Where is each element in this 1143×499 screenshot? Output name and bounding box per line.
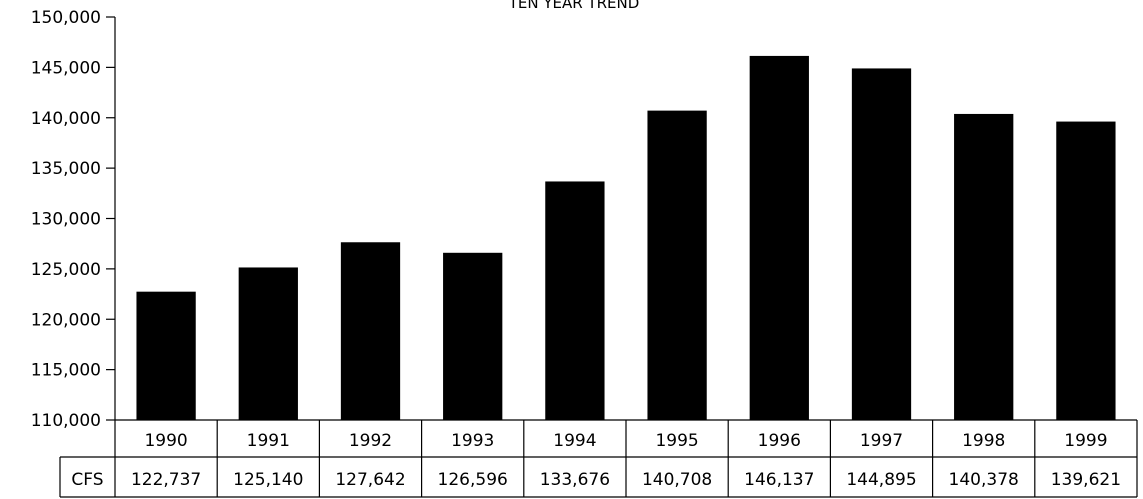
x-tick-label: 1992 — [349, 431, 392, 451]
bar-1999 — [1056, 121, 1116, 421]
x-tick-label: 1995 — [655, 431, 698, 451]
x-tick-label: 1993 — [451, 431, 494, 451]
y-tick-label: 125,000 — [31, 260, 101, 280]
x-tick-label: 1990 — [144, 431, 187, 451]
data-value-cell: 140,708 — [642, 470, 712, 490]
bar-1991 — [238, 267, 298, 420]
y-tick-label: 120,000 — [31, 310, 101, 330]
data-value-cell: 126,596 — [438, 470, 508, 490]
x-tick-label: 1999 — [1064, 431, 1107, 451]
bar-1992 — [340, 242, 401, 420]
x-tick-label: 1994 — [553, 431, 596, 451]
bar-1998 — [954, 113, 1014, 420]
data-value-cell: 139,621 — [1051, 470, 1121, 490]
data-value-cell: 122,737 — [131, 470, 201, 490]
chart-title: TEN YEAR TREND — [508, 0, 640, 12]
data-value-cell: 144,895 — [846, 470, 916, 490]
y-tick-label: 150,000 — [31, 8, 101, 28]
data-value-cell: 127,642 — [335, 470, 405, 490]
bar-1993 — [443, 252, 503, 420]
y-tick-label: 115,000 — [31, 361, 101, 381]
data-value-cell: 140,378 — [949, 470, 1019, 490]
data-table: 1990 1991 1992 1993 1994 1995 1996 1997 1998 1999… — [59, 419, 1138, 498]
y-axis: 110,000 115,000 120,000 125,000 130,000 135,0… — [31, 8, 116, 431]
bar-1995 — [647, 110, 707, 421]
y-tick-label: 145,000 — [31, 58, 101, 78]
y-tick-label: 130,000 — [31, 210, 101, 230]
x-tick-label: 1998 — [962, 431, 1005, 451]
bar-1996 — [749, 55, 809, 420]
y-tick-label: 110,000 — [31, 411, 101, 431]
y-tick-label: 135,000 — [31, 159, 101, 179]
bar-1997 — [851, 68, 912, 421]
bar-1994 — [545, 181, 605, 420]
x-tick-label: 1997 — [860, 431, 903, 451]
series-name-cell: CFS — [71, 470, 103, 490]
data-value-cell: 146,137 — [744, 470, 814, 490]
bar-1990 — [136, 291, 196, 420]
data-value-cell: 125,140 — [233, 470, 303, 490]
bars — [136, 55, 1116, 421]
x-tick-label: 1991 — [247, 431, 290, 451]
y-tick-label: 140,000 — [31, 109, 101, 129]
data-value-cell: 133,676 — [540, 470, 610, 490]
x-tick-label: 1996 — [758, 431, 801, 451]
